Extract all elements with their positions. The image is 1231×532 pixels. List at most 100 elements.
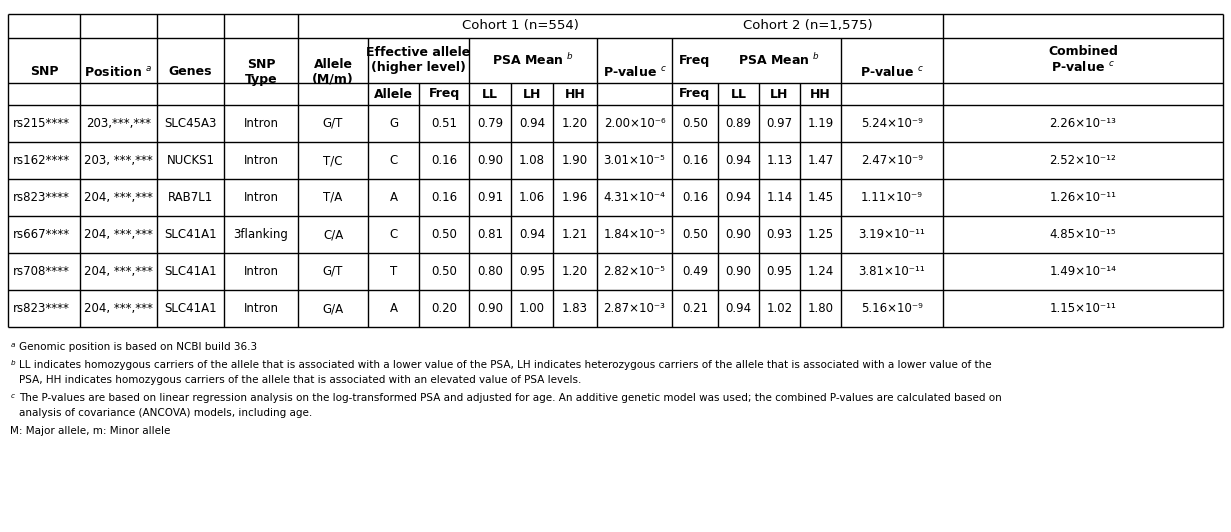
Text: 2.47×10⁻⁹: 2.47×10⁻⁹ <box>860 154 923 167</box>
Text: Intron: Intron <box>244 302 278 315</box>
Text: Intron: Intron <box>244 117 278 130</box>
Text: 0.94: 0.94 <box>519 228 545 241</box>
Text: 0.93: 0.93 <box>767 228 793 241</box>
Text: LL indicates homozygous carriers of the allele that is associated with a lower v: LL indicates homozygous carriers of the … <box>18 360 992 370</box>
Text: rs708****: rs708**** <box>14 265 70 278</box>
Text: 0.95: 0.95 <box>767 265 793 278</box>
Text: Intron: Intron <box>244 191 278 204</box>
Text: PSA Mean $^b$: PSA Mean $^b$ <box>492 53 574 69</box>
Text: 0.16: 0.16 <box>682 191 708 204</box>
Text: analysis of covariance (ANCOVA) models, including age.: analysis of covariance (ANCOVA) models, … <box>18 408 313 418</box>
Text: 2.52×10⁻¹²: 2.52×10⁻¹² <box>1050 154 1117 167</box>
Text: 204, ***,***: 204, ***,*** <box>84 302 153 315</box>
Text: rs215****: rs215**** <box>14 117 70 130</box>
Text: HH: HH <box>565 87 586 101</box>
Text: C: C <box>389 228 398 241</box>
Text: T/A: T/A <box>324 191 342 204</box>
Text: 1.00: 1.00 <box>519 302 545 315</box>
Text: 4.31×10⁻⁴: 4.31×10⁻⁴ <box>603 191 666 204</box>
Text: 1.15×10⁻¹¹: 1.15×10⁻¹¹ <box>1050 302 1117 315</box>
Text: RAB7L1: RAB7L1 <box>167 191 213 204</box>
Text: 2.87×10⁻³: 2.87×10⁻³ <box>603 302 666 315</box>
Text: 0.94: 0.94 <box>519 117 545 130</box>
Text: 2.82×10⁻⁵: 2.82×10⁻⁵ <box>603 265 666 278</box>
Text: P-value $^c$: P-value $^c$ <box>603 64 666 79</box>
Text: M: Major allele, m: Minor allele: M: Major allele, m: Minor allele <box>10 426 170 436</box>
Text: 5.24×10⁻⁹: 5.24×10⁻⁹ <box>860 117 923 130</box>
Text: 1.84×10⁻⁵: 1.84×10⁻⁵ <box>603 228 666 241</box>
Text: SLC45A3: SLC45A3 <box>164 117 217 130</box>
Text: PSA, HH indicates homozygous carriers of the allele that is associated with an e: PSA, HH indicates homozygous carriers of… <box>18 375 581 385</box>
Text: 1.24: 1.24 <box>808 265 833 278</box>
Text: 1.21: 1.21 <box>561 228 588 241</box>
Text: 1.11×10⁻⁹: 1.11×10⁻⁹ <box>860 191 923 204</box>
Text: Intron: Intron <box>244 265 278 278</box>
Text: $^c$: $^c$ <box>10 393 16 403</box>
Text: 0.97: 0.97 <box>767 117 793 130</box>
Text: 1.90: 1.90 <box>561 154 588 167</box>
Text: 0.81: 0.81 <box>476 228 503 241</box>
Text: P-value $^c$: P-value $^c$ <box>860 64 924 79</box>
Text: 1.80: 1.80 <box>808 302 833 315</box>
Text: 203, ***,***: 203, ***,*** <box>84 154 153 167</box>
Text: 0.16: 0.16 <box>682 154 708 167</box>
Text: C/A: C/A <box>323 228 343 241</box>
Text: Cohort 2 (n=1,575): Cohort 2 (n=1,575) <box>742 20 873 32</box>
Text: 1.06: 1.06 <box>519 191 545 204</box>
Text: 0.21: 0.21 <box>682 302 708 315</box>
Text: Genomic position is based on NCBI build 36.3: Genomic position is based on NCBI build … <box>18 342 257 352</box>
Text: 0.50: 0.50 <box>682 117 708 130</box>
Text: 5.16×10⁻⁹: 5.16×10⁻⁹ <box>860 302 923 315</box>
Text: 3flanking: 3flanking <box>234 228 288 241</box>
Text: Intron: Intron <box>244 154 278 167</box>
Text: A: A <box>389 302 398 315</box>
Text: 0.51: 0.51 <box>431 117 457 130</box>
Text: A: A <box>389 191 398 204</box>
Text: 1.20: 1.20 <box>561 265 588 278</box>
Text: LL: LL <box>730 87 746 101</box>
Text: Position $^a$: Position $^a$ <box>84 64 153 79</box>
Text: $^a$: $^a$ <box>10 342 16 352</box>
Text: 0.16: 0.16 <box>431 154 457 167</box>
Text: HH: HH <box>810 87 831 101</box>
Text: 3.19×10⁻¹¹: 3.19×10⁻¹¹ <box>858 228 926 241</box>
Text: $^b$: $^b$ <box>10 360 16 370</box>
Text: G/T: G/T <box>323 117 343 130</box>
Text: 204, ***,***: 204, ***,*** <box>84 228 153 241</box>
Text: 2.26×10⁻¹³: 2.26×10⁻¹³ <box>1050 117 1117 130</box>
Text: 1.49×10⁻¹⁴: 1.49×10⁻¹⁴ <box>1050 265 1117 278</box>
Text: 0.16: 0.16 <box>431 191 457 204</box>
Text: 0.94: 0.94 <box>725 302 752 315</box>
Text: 0.90: 0.90 <box>725 265 751 278</box>
Text: 0.90: 0.90 <box>476 154 503 167</box>
Text: 0.90: 0.90 <box>476 302 503 315</box>
Text: T: T <box>390 265 398 278</box>
Text: 0.50: 0.50 <box>431 228 457 241</box>
Text: NUCKS1: NUCKS1 <box>166 154 214 167</box>
Text: 1.19: 1.19 <box>808 117 833 130</box>
Text: Effective allele
(higher level): Effective allele (higher level) <box>367 46 470 74</box>
Text: LH: LH <box>771 87 789 101</box>
Text: LL: LL <box>483 87 499 101</box>
Text: LH: LH <box>523 87 542 101</box>
Text: 3.01×10⁻⁵: 3.01×10⁻⁵ <box>603 154 666 167</box>
Text: Allele: Allele <box>374 87 412 101</box>
Text: 0.50: 0.50 <box>431 265 457 278</box>
Text: SNP: SNP <box>30 65 58 78</box>
Text: 2.00×10⁻⁶: 2.00×10⁻⁶ <box>603 117 665 130</box>
Text: G: G <box>389 117 398 130</box>
Text: 3.81×10⁻¹¹: 3.81×10⁻¹¹ <box>859 265 926 278</box>
Text: 0.95: 0.95 <box>519 265 545 278</box>
Text: 0.89: 0.89 <box>725 117 751 130</box>
Text: 0.49: 0.49 <box>682 265 708 278</box>
Text: G/T: G/T <box>323 265 343 278</box>
Text: Genes: Genes <box>169 65 212 78</box>
Text: 1.26×10⁻¹¹: 1.26×10⁻¹¹ <box>1050 191 1117 204</box>
Text: rs823****: rs823**** <box>14 302 70 315</box>
Text: 0.20: 0.20 <box>431 302 457 315</box>
Text: Allele
(M/m): Allele (M/m) <box>313 57 353 86</box>
Text: 0.90: 0.90 <box>725 228 751 241</box>
Text: G/A: G/A <box>323 302 343 315</box>
Text: SNP
Type: SNP Type <box>245 57 277 86</box>
Text: 1.96: 1.96 <box>561 191 588 204</box>
